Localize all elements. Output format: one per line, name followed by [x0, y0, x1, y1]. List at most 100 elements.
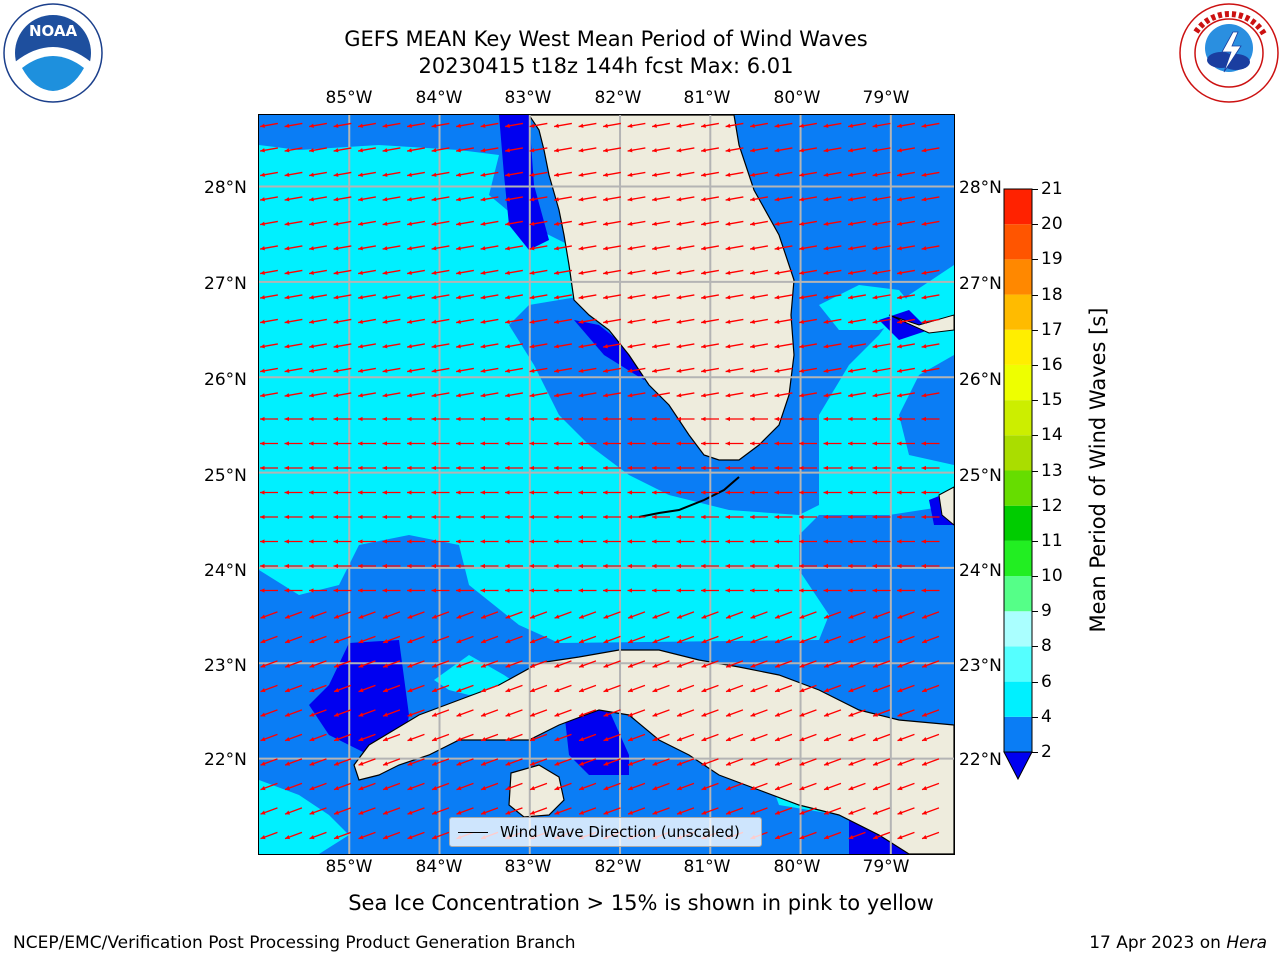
wave-direction-arrow: [872, 684, 891, 693]
wave-direction-arrow: [480, 196, 499, 202]
wave-direction-arrow: [554, 441, 572, 446]
wave-direction-arrow: [382, 245, 401, 251]
footer-host: Hera: [1226, 933, 1267, 953]
wave-direction-arrow: [309, 245, 327, 251]
wave-direction-arrow: [750, 490, 768, 495]
wave-direction-arrow: [284, 294, 303, 300]
wave-direction-arrow: [799, 465, 817, 471]
wave-direction-arrow: [456, 709, 474, 717]
wave-direction-arrow: [823, 490, 842, 495]
wave-direction-arrow: [848, 367, 866, 373]
wave-direction-arrow: [921, 709, 940, 717]
wave-direction-arrow: [407, 709, 425, 717]
wave-direction-arrow: [407, 367, 425, 373]
period-band-below-2: [499, 115, 549, 250]
wave-direction-arrow: [603, 782, 621, 791]
wave-direction-arrow: [456, 563, 474, 569]
wave-direction-arrow: [554, 367, 572, 373]
wave-direction-arrow: [505, 220, 523, 226]
wave-direction-arrow: [872, 122, 891, 128]
wave-direction-arrow: [627, 416, 646, 422]
wave-direction-arrow: [603, 245, 621, 251]
wave-direction-arrow: [823, 294, 842, 300]
wave-direction-arrow: [578, 416, 597, 422]
wave-direction-arrow: [309, 588, 327, 593]
wave-direction-arrow: [872, 171, 891, 177]
wave-direction-arrow: [260, 588, 278, 593]
wave-direction-arrow: [578, 269, 597, 275]
wave-direction-arrow: [358, 733, 376, 742]
wave-direction-arrow: [260, 269, 278, 275]
wave-direction-arrow: [382, 539, 401, 544]
wave-direction-arrow: [750, 635, 768, 644]
wave-direction-arrow: [725, 441, 744, 446]
wave-direction-arrow: [774, 367, 793, 373]
wave-direction-arrow: [284, 196, 303, 202]
wave-direction-arrow: [676, 147, 695, 153]
wave-direction-arrow: [358, 709, 376, 717]
wave-direction-arrow: [578, 684, 597, 693]
wave-direction-arrow: [431, 416, 450, 422]
wave-direction-arrow: [431, 635, 450, 644]
wave-direction-arrow: [897, 122, 915, 128]
wave-direction-arrow: [603, 709, 621, 717]
wave-direction-arrow: [456, 269, 474, 275]
wave-direction-arrow: [823, 807, 842, 815]
wave-direction-arrow: [627, 539, 646, 544]
wave-direction-arrow: [921, 831, 940, 840]
footer-date: 17 Apr 2023 on Hera: [1089, 933, 1267, 953]
wave-direction-arrow: [676, 635, 695, 644]
chart-subtitle: 20230415 t18z 144h fcst Max: 6.01: [418, 54, 794, 78]
wave-direction-arrow: [701, 684, 719, 693]
wave-direction-arrow: [554, 733, 572, 742]
colorbar-tick-label: 9: [1041, 601, 1052, 622]
wave-direction-arrow: [358, 441, 376, 446]
wave-direction-arrow: [676, 196, 695, 202]
wave-direction-arrow: [260, 220, 278, 226]
wave-direction-arrow: [603, 758, 621, 766]
wave-direction-arrow: [407, 196, 425, 202]
wave-direction-arrow: [774, 318, 793, 324]
colorbar-tick-mark: [1032, 364, 1038, 366]
wave-direction-arrow: [921, 196, 940, 202]
wave-direction-arrow: [872, 807, 891, 815]
colorbar-tick-mark: [1032, 716, 1038, 718]
wave-direction-arrow: [431, 660, 450, 668]
wave-direction-arrow: [823, 245, 842, 251]
wave-direction-arrow: [309, 171, 327, 177]
wave-direction-arrow: [554, 660, 572, 668]
wave-direction-arrow: [774, 294, 793, 300]
wave-direction-arrow: [505, 392, 523, 398]
wave-direction-arrow: [407, 343, 425, 349]
wave-direction-arrow: [480, 318, 499, 324]
wave-direction-arrow: [309, 807, 327, 815]
wave-direction-arrow: [652, 514, 670, 520]
wave-direction-arrow: [823, 539, 842, 544]
colorbar-tick-mark: [1032, 752, 1038, 753]
lon-label-bottom: 85°W: [325, 857, 373, 877]
wave-direction-arrow: [750, 220, 768, 226]
wave-direction-arrow: [676, 758, 695, 766]
wave-direction-arrow: [431, 343, 450, 349]
wave-direction-arrow: [333, 782, 352, 791]
colorbar-tick-mark: [1032, 470, 1038, 472]
wave-direction-arrow: [921, 269, 940, 275]
wave-direction-arrow: [480, 635, 499, 644]
wave-direction-arrow: [260, 392, 278, 398]
wave-direction-arrow: [701, 807, 719, 815]
wave-direction-arrow: [848, 539, 866, 544]
wave-direction-arrow: [284, 220, 303, 226]
cuba-landmass: [353, 649, 954, 854]
wave-direction-arrow: [284, 782, 303, 791]
wave-direction-arrow: [603, 367, 621, 373]
wave-direction-arrow: [774, 588, 793, 593]
wave-direction-arrow: [921, 416, 940, 422]
wave-direction-arrow: [897, 245, 915, 251]
wave-direction-arrow: [799, 294, 817, 300]
wave-direction-arrow: [848, 122, 866, 128]
wave-direction-arrow: [358, 269, 376, 275]
wave-direction-arrow: [652, 611, 670, 619]
wave-direction-arrow: [284, 441, 303, 446]
wave-direction-arrow: [456, 367, 474, 373]
wave-direction-arrow: [333, 465, 352, 471]
